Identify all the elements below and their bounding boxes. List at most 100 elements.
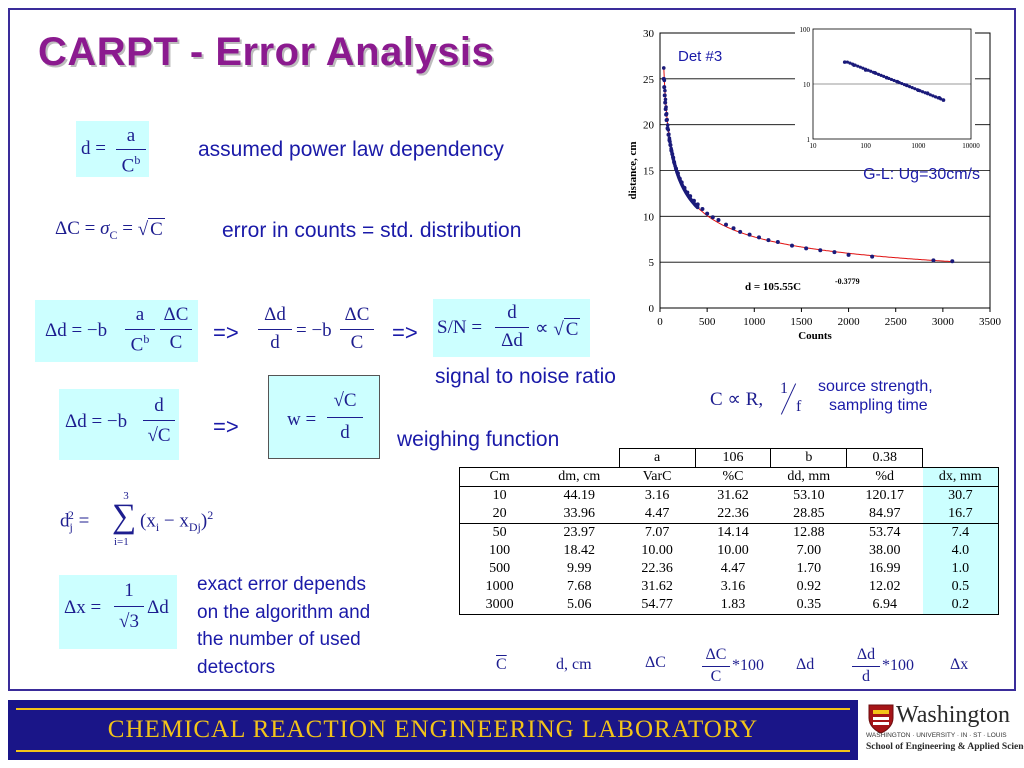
inset-x-tick-label: 100 bbox=[860, 142, 871, 150]
col-label-d: d, cm bbox=[556, 656, 592, 674]
inset-data-point bbox=[845, 60, 850, 64]
table-cell: 500 bbox=[459, 560, 540, 578]
param-a-value: 106 bbox=[694, 448, 772, 468]
inset-data-point bbox=[933, 95, 938, 99]
slide-frame bbox=[8, 8, 1016, 691]
col-label-dx: Δx bbox=[950, 656, 969, 673]
table-cell: 4.0 bbox=[922, 542, 999, 560]
data-point bbox=[710, 215, 715, 220]
table-cell: 7.00 bbox=[796, 543, 822, 558]
arrow-3: => bbox=[213, 414, 239, 439]
distance-sum-equation: dj2 = 3 ∑ i=1 (xi − xDj)2 bbox=[60, 490, 214, 548]
inset-data-point bbox=[884, 75, 888, 80]
y-tick-label: 5 bbox=[649, 257, 655, 269]
inset-data-point bbox=[887, 76, 891, 81]
inset-data-point bbox=[856, 64, 860, 68]
table-cell: 7.68 bbox=[567, 579, 592, 594]
col-label-c-text: C bbox=[496, 656, 507, 673]
table-cell: 22.36 bbox=[641, 561, 673, 576]
table-cell: 30.7 bbox=[922, 486, 999, 505]
footer-line-top bbox=[16, 708, 850, 710]
pd-den: d bbox=[862, 668, 870, 685]
inset-data-point bbox=[842, 60, 847, 64]
table-cell: 12.02 bbox=[868, 579, 901, 594]
inset-data-point bbox=[918, 89, 922, 93]
data-point bbox=[668, 140, 672, 144]
data-point bbox=[832, 250, 837, 255]
lab-name: CHEMICAL REACTION ENGINEERING LABORATORY bbox=[107, 716, 759, 743]
table-cell: 3000 bbox=[459, 596, 540, 615]
data-point bbox=[804, 246, 809, 251]
data-point bbox=[666, 128, 671, 132]
data-point bbox=[738, 229, 743, 234]
data-point bbox=[662, 93, 667, 98]
inset-data-point bbox=[850, 62, 855, 66]
table-header-row: Cm dm, cm VarC %C dd, mm %d dx, mm bbox=[459, 467, 999, 487]
pc-times: *100 bbox=[732, 657, 764, 674]
pd-num: Δd bbox=[856, 646, 876, 663]
table-cell: 18.42 bbox=[563, 543, 596, 558]
inset-data-point bbox=[910, 86, 914, 90]
table-cell: 6.94 bbox=[846, 596, 923, 615]
y-tick-label: 30 bbox=[643, 28, 655, 40]
table-row: 100 18.42 10.00 10.00 7.00 38.00 4.0 bbox=[459, 542, 999, 560]
table-cell: 1000 bbox=[459, 578, 540, 596]
data-point bbox=[818, 248, 823, 253]
inset-data-point bbox=[861, 66, 865, 70]
inset-data-point bbox=[923, 91, 927, 95]
x-tick-label: 500 bbox=[699, 316, 716, 328]
inset-y-tick-label: 100 bbox=[800, 26, 811, 34]
table-cell: 5.06 bbox=[539, 596, 620, 615]
inset-data-point bbox=[876, 72, 881, 76]
error-table: a 106 b 0.38 Cm dm, cm VarC %C dd, mm %d… bbox=[459, 448, 999, 615]
data-point bbox=[790, 243, 794, 248]
fit-equation-label: d = 105.55C bbox=[745, 281, 801, 293]
x-tick-label: 1000 bbox=[743, 316, 766, 328]
delta-x-equation: Δx = 1 √3 Δd bbox=[59, 575, 177, 649]
table-cell: 0.35 bbox=[770, 596, 847, 615]
table-cell: 22.36 bbox=[695, 505, 771, 524]
delta-d-sqrt-equation: Δd = −b d √C bbox=[59, 389, 179, 460]
table-cell: 4.47 bbox=[619, 505, 696, 524]
pc-den: C bbox=[710, 668, 722, 685]
table-row: 10 44.19 3.16 31.62 53.10 120.17 30.7 bbox=[459, 486, 999, 505]
footer-banner: CHEMICAL REACTION ENGINEERING LABORATORY bbox=[8, 700, 858, 760]
table-cell: 33.96 bbox=[539, 505, 620, 524]
table-cell: 50 bbox=[459, 523, 540, 542]
col-label-d-text: d, cm bbox=[556, 656, 592, 673]
table-cell: 23.97 bbox=[539, 523, 620, 542]
table-cell: 1.0 bbox=[922, 560, 999, 578]
data-point bbox=[663, 88, 667, 93]
data-point bbox=[931, 258, 936, 263]
col-label-pd: Δd d *100 bbox=[852, 646, 927, 686]
x-tick-label: 2000 bbox=[838, 316, 861, 328]
data-point bbox=[663, 100, 668, 105]
university-shield-icon bbox=[868, 704, 894, 734]
inset-data-point bbox=[931, 94, 935, 98]
table-cell: 9.99 bbox=[567, 561, 592, 576]
detector-label: Det #3 bbox=[678, 48, 722, 65]
inset-data-point bbox=[926, 92, 930, 96]
data-point bbox=[757, 235, 761, 240]
inset-data-point bbox=[848, 61, 852, 65]
table-cell: 1.70 bbox=[796, 561, 822, 576]
data-point bbox=[661, 66, 666, 70]
inset-data-point bbox=[936, 96, 940, 100]
weighing-equation: w = √C d bbox=[268, 375, 380, 459]
data-point bbox=[664, 105, 668, 109]
data-point bbox=[950, 259, 955, 264]
header-cell: dd, mm bbox=[770, 467, 847, 487]
inset-x-tick-label: 1000 bbox=[911, 142, 926, 150]
data-point bbox=[668, 143, 673, 148]
table-cell: 7.4 bbox=[922, 523, 999, 542]
param-b-label: b bbox=[770, 448, 848, 468]
inset-data-point bbox=[913, 87, 917, 91]
inset-data-point bbox=[853, 63, 857, 67]
inset-data-point bbox=[866, 68, 870, 72]
table-group-2: 50 23.97 7.07 14.14 12.88 53.74 7.4 100 18.42 10.… bbox=[459, 523, 999, 615]
table-cell: 16.7 bbox=[922, 505, 999, 524]
inset-data-point bbox=[897, 80, 901, 85]
inset-data-point bbox=[892, 78, 896, 83]
data-point bbox=[665, 117, 669, 122]
y-tick-label: 20 bbox=[643, 120, 655, 132]
